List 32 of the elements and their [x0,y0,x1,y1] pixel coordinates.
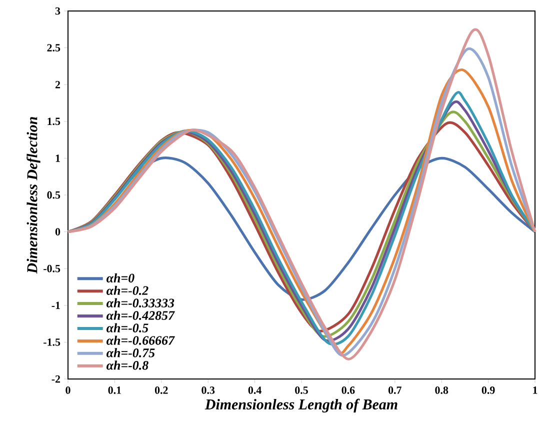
x-tick-label: 0.5 [295,386,308,394]
y-tick-label: 1.5 [48,118,60,126]
legend-label: αh=-0.2 [106,286,148,295]
y-tick-label: -0.5 [44,264,60,272]
legend-label: αh=-0.66667 [106,336,175,345]
y-tick-label: 1 [56,154,60,162]
x-axis-title: Dimensionless Length of Beam [204,398,398,413]
y-tick-label: 0 [55,228,60,236]
x-tick-label: 0.6 [342,386,355,394]
legend-label: αh=-0.8 [106,360,148,370]
y-tick-label: -1 [52,302,60,310]
y-tick-label: 2 [55,80,60,88]
x-tick-label: 0.8 [435,386,448,394]
y-axis-title: Dimensionless Deflection [26,117,40,274]
y-tick-label: 0.5 [47,191,60,199]
x-tick-label: 0 [66,386,70,394]
x-tick-label: 0.3 [202,386,215,394]
legend-label: αh=-0.75 [106,348,155,358]
legend-label: αh=0 [106,273,134,282]
x-tick-label: 0.7 [388,386,402,394]
y-tick-label: 2.5 [47,44,60,52]
y-tick-label: -2 [52,375,60,383]
x-tick-label: 0.1 [108,386,121,394]
x-tick-label: 0.2 [154,386,168,394]
x-tick-label: 0.4 [248,386,262,394]
legend-label: αh=-0.42857 [106,310,175,320]
x-tick-label: 1 [533,386,538,394]
x-tick-label: 0.9 [482,386,495,394]
legend-label: αh=-0.5 [106,323,148,332]
y-tick-label: 3 [55,7,60,15]
y-tick-label: -1.5 [44,338,60,346]
legend-label: αh=-0.33333 [106,298,174,308]
